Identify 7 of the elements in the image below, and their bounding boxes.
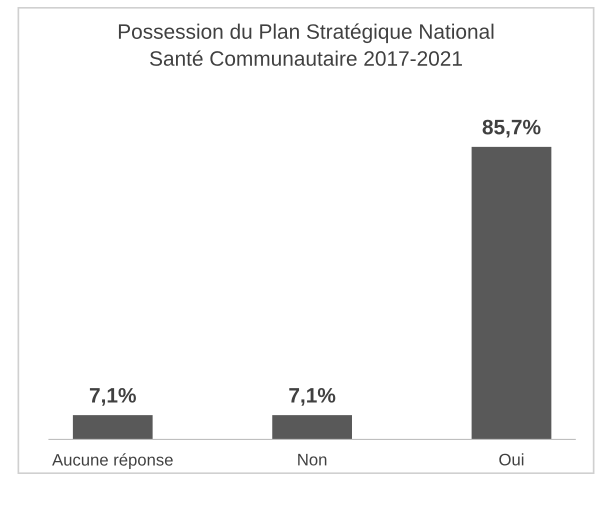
x-tick-label: Non [298,454,326,466]
data-label: 85,7% [482,120,540,138]
x-tick-label: Aucune réponse [52,453,173,470]
chart-title: Possession du Plan Stratégique National Santé Communautaire 2017-2021 [118,23,494,66]
data-label: 7,1% [289,388,336,406]
data-label: 7,1% [90,388,136,406]
x-tick-label: Oui [499,453,524,466]
